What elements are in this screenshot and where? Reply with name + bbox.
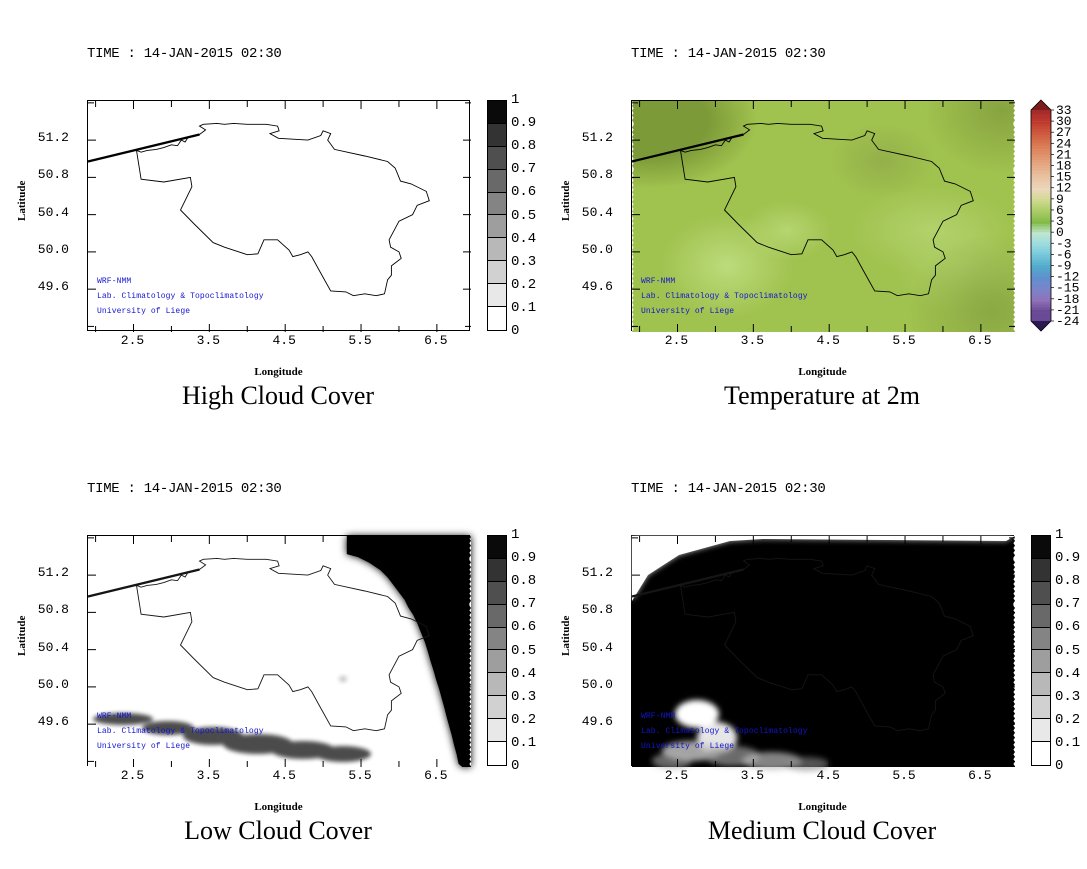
svg-text:-24: -24	[1056, 314, 1080, 329]
